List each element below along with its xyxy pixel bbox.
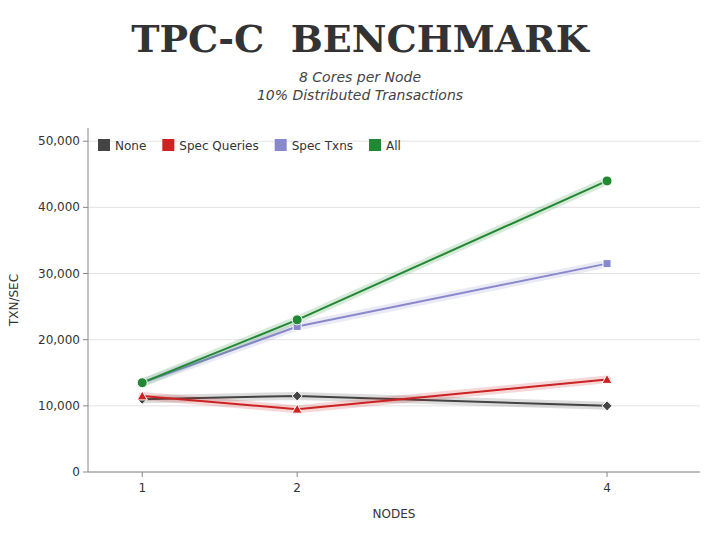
page: {"chart_data": { "type": "line", "title"… — [0, 0, 720, 540]
background — [0, 0, 720, 540]
y-tick — [83, 339, 88, 340]
point — [292, 404, 302, 413]
point — [602, 374, 612, 383]
grid-line — [88, 207, 700, 208]
chart: TPC-C BENCHMARK 8 Cores per Node 10% Distr… — [0, 0, 720, 540]
point — [137, 378, 147, 388]
legend-label: None — [115, 139, 146, 153]
grid-line — [88, 472, 700, 473]
y-tick-label: 30,000 — [38, 267, 80, 281]
series — [137, 374, 612, 413]
y-tick — [83, 207, 88, 208]
point — [292, 315, 302, 325]
legend-swatch — [275, 139, 287, 151]
legend-swatch — [162, 139, 174, 151]
legend-swatch — [369, 139, 381, 151]
subtitle-line: 8 Cores per Node — [299, 69, 421, 85]
series — [137, 176, 612, 388]
y-tick-label: 10,000 — [38, 399, 80, 413]
x-tick — [142, 472, 143, 477]
plot-area — [137, 176, 612, 413]
x-axis-line — [88, 472, 700, 473]
title: TPC-C BENCHMARK — [131, 16, 591, 61]
y-axis-label: TXN/SEC — [7, 274, 21, 327]
y-tick — [83, 405, 88, 406]
y-axis-line — [88, 128, 89, 472]
point — [137, 391, 147, 400]
point — [602, 176, 612, 186]
series — [138, 260, 611, 387]
chart-container: TPC-C BENCHMARK 8 Cores per Node 10% Distr… — [0, 0, 720, 540]
y-tick — [83, 273, 88, 274]
x-axis-label: NODES — [373, 507, 416, 521]
y-tick-label: 0 — [72, 465, 80, 479]
x-tick-label: 1 — [138, 481, 146, 495]
point — [603, 260, 611, 268]
x-tick-label: 4 — [603, 481, 611, 495]
legend: None Spec Queries Spec Txns All — [98, 139, 401, 153]
point — [292, 391, 302, 401]
y-tick — [83, 141, 88, 142]
subtitle: 8 Cores per Node 10% Distributed Transact… — [257, 69, 463, 103]
series-glow — [142, 379, 607, 409]
subtitle-line: 10% Distributed Transactions — [257, 87, 463, 103]
legend-swatch — [98, 139, 110, 151]
point — [138, 379, 146, 387]
grid-line — [88, 339, 700, 340]
y-tick — [83, 472, 88, 473]
legend-label: Spec Queries — [179, 139, 258, 153]
series-line — [142, 379, 607, 409]
legend-label: Spec Txns — [292, 139, 353, 153]
point — [602, 401, 612, 411]
legend-label: All — [386, 139, 401, 153]
y-tick-label: 50,000 — [38, 134, 80, 148]
y-tick-label: 40,000 — [38, 200, 80, 214]
x-tick-label: 2 — [293, 481, 301, 495]
y-tick-label: 20,000 — [38, 333, 80, 347]
x-tick — [607, 472, 608, 477]
series-glow — [142, 181, 607, 383]
series-line — [142, 181, 607, 383]
x-tick — [297, 472, 298, 477]
y-grid — [88, 141, 700, 472]
